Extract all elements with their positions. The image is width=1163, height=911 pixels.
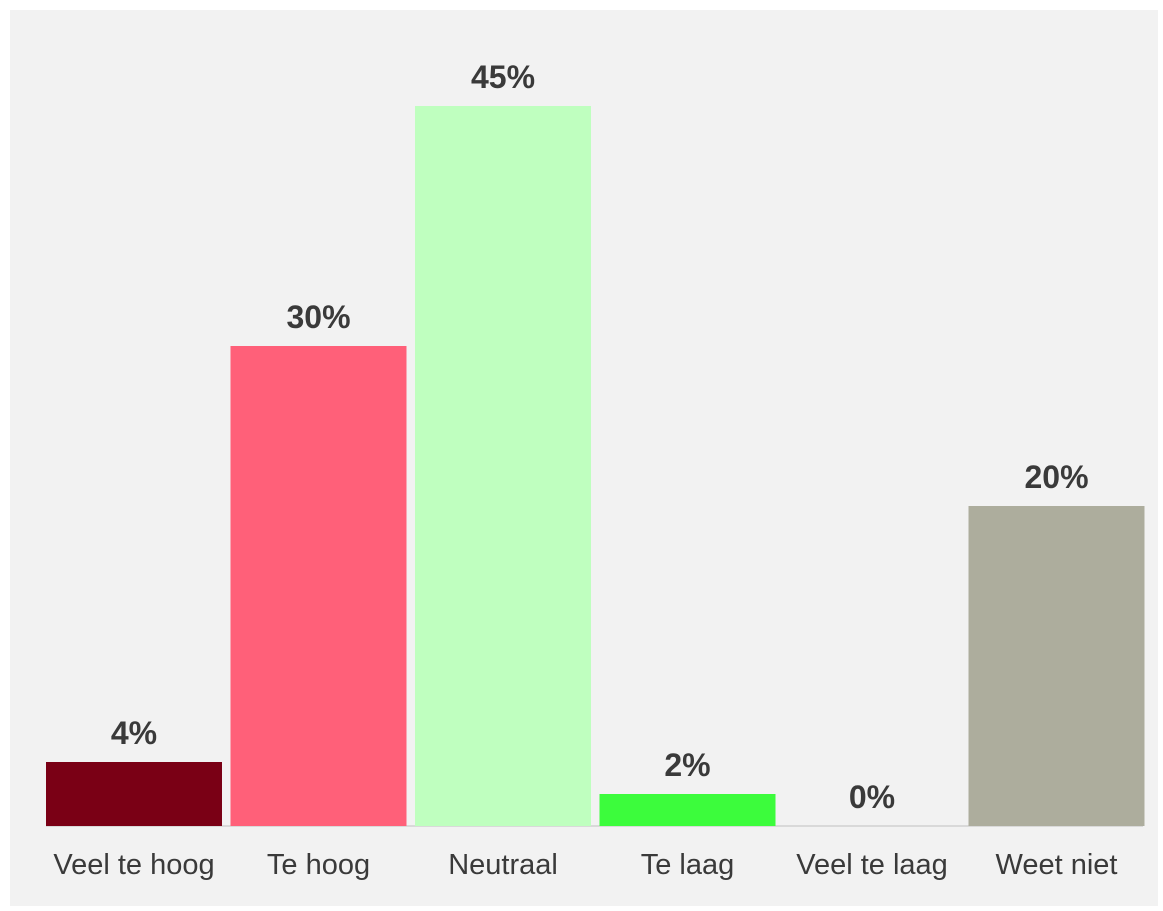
- value-labels-layer: 4% 30% 45% 2% 0% 20%: [111, 59, 1089, 815]
- value-label-te-hoog: 30%: [286, 299, 350, 335]
- bar-te-laag: [599, 794, 776, 826]
- value-label-te-laag: 2%: [664, 747, 710, 783]
- value-label-neutraal: 45%: [471, 59, 535, 95]
- bar-neutraal: [415, 106, 591, 826]
- category-label-veel-te-hoog: Veel te hoog: [53, 849, 214, 881]
- category-label-te-hoog: Te hoog: [267, 849, 370, 881]
- bar-veel-te-hoog: [46, 762, 222, 826]
- bar-te-hoog: [230, 346, 407, 826]
- value-label-veel-te-hoog: 4%: [111, 715, 157, 751]
- value-label-weet-niet: 20%: [1024, 459, 1088, 495]
- category-label-veel-te-laag: Veel te laag: [796, 849, 948, 881]
- value-label-veel-te-laag: 0%: [849, 779, 895, 815]
- bars-layer: [46, 106, 1145, 826]
- category-label-te-laag: Te laag: [641, 849, 735, 881]
- category-label-weet-niet: Weet niet: [996, 849, 1118, 881]
- category-label-neutraal: Neutraal: [448, 849, 558, 881]
- bar-weet-niet: [968, 506, 1145, 826]
- category-labels-layer: Veel te hoog Te hoog Neutraal Te laag Veel t…: [53, 849, 1117, 881]
